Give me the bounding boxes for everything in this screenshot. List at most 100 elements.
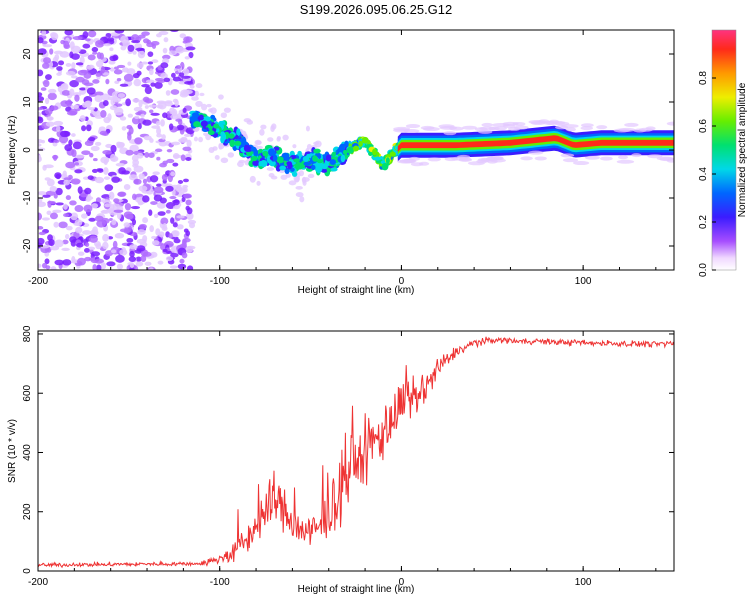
spectrogram-faint-blob — [271, 123, 277, 130]
spectrogram-noise-blob — [94, 141, 102, 146]
spectrogram-noise-blob — [117, 192, 126, 197]
spectrogram-noise-blob — [38, 107, 44, 111]
spectrogram-noise-blob — [148, 209, 153, 216]
spectrogram-noise-blob — [103, 167, 109, 175]
spectrogram-noise-blob — [173, 154, 183, 158]
spectrogram-noise-blob — [185, 205, 190, 211]
spectrogram-noise-blob — [136, 62, 144, 69]
spectrogram-ridge-blob — [275, 164, 281, 172]
spectrogram-noise-blob — [116, 211, 122, 220]
spectrogram-faint-blob — [205, 133, 212, 141]
spectrogram-noise-blob — [185, 199, 192, 206]
spectrogram-noise-blob — [49, 48, 54, 55]
spectrogram-noise-blob — [172, 98, 179, 103]
spectrogram-noise-blob — [63, 203, 68, 210]
spectrogram-noise-blob — [162, 222, 167, 230]
spectrogram-noise-blob — [189, 84, 195, 89]
spectrogram-noise-blob — [88, 136, 96, 142]
spectrogram-halo-blob — [555, 125, 569, 130]
spectrogram-halo-blob — [462, 125, 477, 130]
spectrogram-noise-blob — [178, 72, 185, 77]
spectrogram-noise-blob — [44, 97, 50, 105]
spectrogram-faint-blob — [292, 144, 297, 149]
spectrogram-faint-blob — [193, 136, 198, 142]
spectrogram-noise-blob — [41, 217, 50, 221]
snr-frame — [37, 330, 675, 572]
spectrogram-halo-blob — [443, 131, 457, 136]
spectrogram-noise-blob — [54, 172, 62, 179]
spectrogram-noise-blob — [63, 40, 70, 49]
spectrogram-noise-blob — [185, 246, 194, 253]
x-tick-label: -200 — [28, 577, 48, 588]
spectrogram-faint-blob — [302, 180, 307, 186]
spectrogram-noise-blob — [101, 93, 110, 101]
spectrogram-noise-blob — [92, 226, 98, 235]
spectrogram-noise-blob — [71, 53, 80, 60]
y-tick-label: -10 — [22, 190, 33, 205]
spectrogram-noise-blob — [177, 119, 183, 125]
spectrogram-noise-blob — [183, 178, 189, 183]
spectrogram-noise-blob — [111, 219, 117, 226]
spectrogram-halo-blob — [666, 158, 674, 163]
spectrogram-noise-blob — [38, 263, 42, 269]
spectrogram-noise-blob — [160, 119, 165, 127]
spectrogram-noise-blob — [185, 46, 196, 51]
spectrogram-noise-blob — [165, 90, 171, 96]
spectrogram-ridge-blob — [329, 159, 337, 165]
spectrogram-noise-blob — [84, 187, 92, 195]
spectrogram-noise-blob — [71, 149, 77, 158]
spectrogram-ridge-blob — [352, 145, 360, 152]
spectrogram-noise-blob — [136, 152, 144, 159]
spectrogram-halo-blob — [565, 127, 576, 132]
spectrogram-noise-blob — [90, 203, 99, 209]
spectrogram-ridge-blob — [228, 133, 235, 139]
spectrogram-noise-blob — [132, 159, 140, 166]
spectrogram-halo-blob — [545, 120, 558, 125]
spectrogram-noise-blob — [38, 69, 44, 77]
spectrogram-noise-blob — [114, 107, 124, 116]
y-tick-label: 0 — [22, 568, 33, 574]
spectrogram-noise-blob — [181, 196, 186, 203]
spectrogram-noise-blob — [142, 251, 152, 257]
spectrogram-noise-blob — [50, 266, 57, 270]
spectrogram-noise-blob — [172, 222, 178, 228]
spectrogram-noise-blob — [175, 65, 182, 69]
spectrogram-noise-blob — [91, 46, 99, 53]
spectrogram-noise-blob — [48, 88, 57, 94]
spectrogram-halo-blob — [616, 159, 635, 164]
spectrogram-ridge-blob — [271, 151, 277, 156]
spectrogram-faint-blob — [276, 135, 282, 141]
spectrogram-faint-blob — [307, 173, 315, 179]
spectrogram-noise-blob — [79, 56, 85, 65]
spectrogram-noise-blob — [101, 209, 108, 214]
spectrogram-noise-blob — [42, 194, 51, 198]
snr-y-ticks: 0 200 400 600 800 — [22, 325, 674, 574]
colorbar-ticks: 0.0 0.2 0.4 0.6 0.8 — [698, 71, 716, 277]
spectrogram-noise-blob — [58, 221, 68, 229]
spectrogram-ridge-blob — [276, 156, 284, 164]
spectrogram-faint-blob — [243, 133, 248, 137]
spectrogram-noise-blob — [64, 234, 70, 240]
spectrogram-faint-blob — [299, 196, 305, 203]
spectrogram-ridge-blob — [284, 168, 290, 175]
spectrogram-noise-blob — [160, 72, 168, 79]
spectrogram-noise-blob — [182, 89, 193, 95]
spectrogram-noise-blob — [61, 247, 70, 252]
spectrogram-noise-blob — [94, 91, 104, 96]
spectrogram-noise-blob — [183, 228, 189, 233]
spectrogram-faint-blob — [259, 128, 265, 136]
spectrogram-noise-blob — [148, 68, 154, 76]
spectrogram-noise-blob — [132, 50, 137, 55]
spectrogram-faint-blob — [199, 92, 205, 97]
spectrogram-noise-blob — [66, 110, 77, 116]
spectrogram-faint-blob — [218, 142, 225, 150]
spectrogram-noise-blob — [114, 80, 120, 85]
spectrogram-noise-blob — [131, 218, 137, 226]
spectrogram-noise-blob — [46, 210, 52, 216]
spectrogram-noise-blob — [64, 144, 73, 152]
colorbar-tick-label: 0.2 — [698, 215, 709, 229]
spectrogram-noise-blob — [102, 149, 112, 155]
spectrogram-noise-blob — [58, 135, 69, 144]
spectrogram-noise-blob — [81, 213, 88, 219]
spectrogram-noise-blob — [90, 145, 100, 152]
